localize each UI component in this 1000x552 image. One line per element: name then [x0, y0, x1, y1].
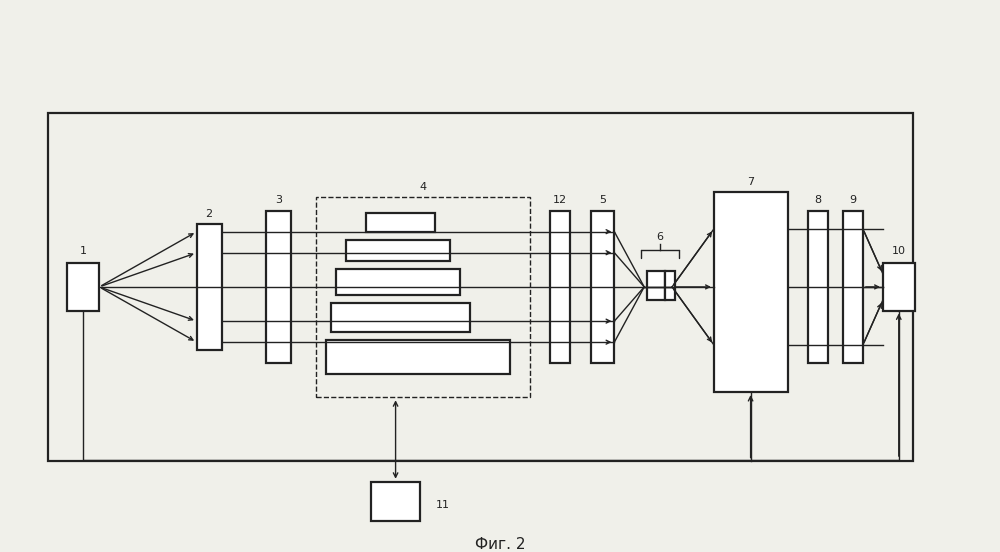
Bar — [591, 211, 614, 363]
Text: Фиг. 2: Фиг. 2 — [475, 537, 525, 552]
Text: 6: 6 — [657, 232, 664, 242]
Bar — [366, 213, 435, 232]
Text: 1: 1 — [80, 246, 87, 256]
Bar — [326, 339, 510, 374]
Bar — [48, 113, 913, 460]
Bar — [371, 481, 420, 521]
Text: 4: 4 — [420, 182, 427, 192]
Text: 2: 2 — [205, 209, 212, 219]
Bar — [331, 302, 470, 332]
Bar — [714, 192, 788, 392]
Bar — [67, 263, 99, 311]
Bar — [883, 263, 915, 311]
Bar — [266, 211, 291, 363]
Bar — [647, 271, 665, 300]
Bar — [808, 211, 828, 363]
Text: 11: 11 — [435, 500, 449, 510]
Bar — [346, 240, 450, 261]
Bar — [336, 268, 460, 295]
Text: 7: 7 — [747, 177, 754, 187]
Text: 9: 9 — [849, 195, 857, 205]
Bar — [550, 211, 570, 363]
Text: 8: 8 — [815, 195, 822, 205]
Bar — [843, 211, 863, 363]
Text: 12: 12 — [553, 195, 567, 205]
Text: 5: 5 — [599, 195, 606, 205]
Bar — [197, 224, 222, 350]
Text: 10: 10 — [892, 246, 906, 256]
Bar — [316, 198, 530, 397]
Bar — [665, 271, 675, 300]
Text: 3: 3 — [275, 195, 282, 205]
